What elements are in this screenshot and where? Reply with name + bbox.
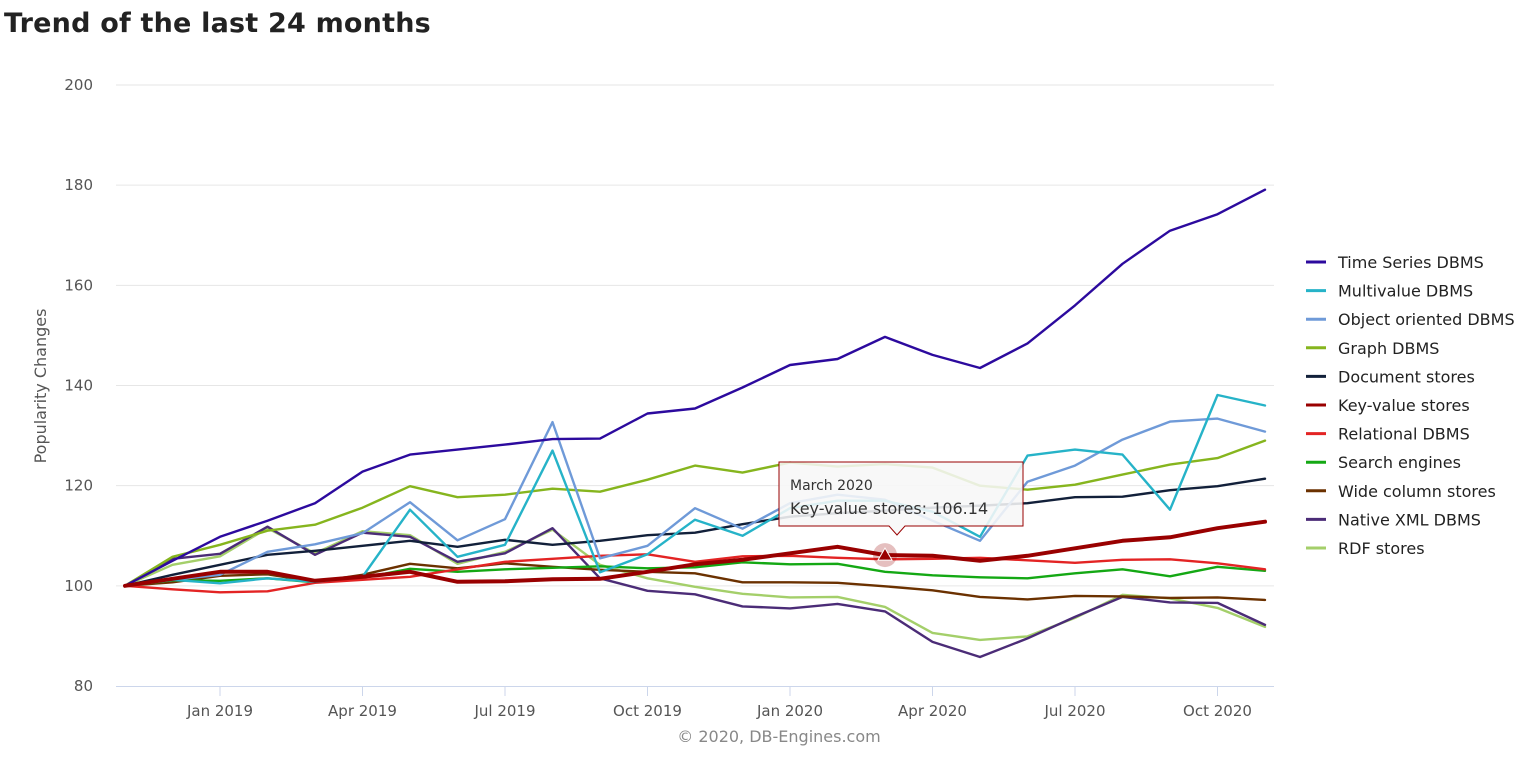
series-line-document-stores[interactable]: [123, 477, 1267, 587]
tooltip-box: [778, 461, 1024, 536]
x-tick-label: Jan 2020: [756, 702, 823, 720]
chart-title: Trend of the last 24 months: [4, 8, 431, 39]
series-line-object-oriented-dbms[interactable]: [123, 417, 1267, 587]
legend-label: Key-value stores: [1338, 396, 1470, 415]
x-tick-label: Apr 2019: [328, 702, 397, 720]
x-tick-label: Jan 2019: [186, 702, 253, 720]
legend-item[interactable]: Time Series DBMS: [1306, 253, 1484, 272]
x-tick-label: Apr 2020: [898, 702, 967, 720]
legend-label: RDF stores: [1338, 539, 1425, 558]
tooltip-title: March 2020: [790, 478, 873, 494]
y-tick-label: 100: [64, 577, 93, 595]
y-axis-ticks: 80 100 120 140 160 180 200: [64, 76, 93, 695]
legend-item[interactable]: RDF stores: [1306, 539, 1425, 558]
legend-item[interactable]: Document stores: [1306, 367, 1475, 386]
x-tick-label: Oct 2020: [1183, 702, 1252, 720]
legend-item[interactable]: Wide column stores: [1306, 482, 1496, 501]
legend-item[interactable]: Relational DBMS: [1306, 425, 1470, 444]
series-line-multivalue-dbms[interactable]: [123, 393, 1267, 587]
x-tick-label: Jul 2019: [473, 702, 535, 720]
y-tick-label: 160: [64, 276, 93, 294]
legend-item[interactable]: Search engines: [1306, 453, 1461, 472]
legend-item[interactable]: Graph DBMS: [1306, 339, 1439, 358]
tooltip: March 2020 Key-value stores: 106.14: [778, 461, 1024, 568]
legend-item[interactable]: Native XML DBMS: [1306, 510, 1481, 529]
legend-label: Relational DBMS: [1338, 425, 1470, 444]
series-lines: [123, 188, 1267, 659]
legend-label: Time Series DBMS: [1337, 253, 1484, 272]
x-tick-label: Jul 2020: [1043, 702, 1105, 720]
legend-label: Graph DBMS: [1338, 339, 1439, 358]
legend-label: Document stores: [1338, 367, 1475, 386]
tooltip-text: Key-value stores: 106.14: [790, 499, 988, 518]
y-tick-label: 200: [64, 76, 93, 94]
legend-item[interactable]: Key-value stores: [1306, 396, 1470, 415]
series-line-graph-dbms[interactable]: [123, 439, 1267, 587]
legend-label: Wide column stores: [1338, 482, 1496, 501]
legend-label: Object oriented DBMS: [1338, 310, 1515, 329]
series-line-key-value-stores[interactable]: [123, 519, 1267, 588]
legend-label: Multivalue DBMS: [1338, 282, 1473, 301]
x-tick-label: Oct 2019: [613, 702, 682, 720]
y-tick-label: 120: [64, 477, 93, 495]
legend-label: Search engines: [1338, 453, 1461, 472]
y-axis-label: Popularity Changes: [31, 309, 50, 464]
series-line-native-xml-dbms[interactable]: [123, 525, 1267, 659]
x-axis: Jan 2019 Apr 2019 Jul 2019 Oct 2019 Jan 2020…: [116, 686, 1274, 720]
grid-lines: [116, 84, 1274, 587]
y-tick-label: 140: [64, 377, 93, 395]
series-line-time-series-dbms[interactable]: [123, 188, 1267, 587]
y-tick-label: 80: [74, 677, 93, 695]
credit-text[interactable]: © 2020, DB-Engines.com: [677, 727, 880, 746]
legend: Time Series DBMS Multivalue DBMS Object or…: [1306, 253, 1515, 558]
hover-marker-icon: [877, 547, 893, 561]
legend-item[interactable]: Multivalue DBMS: [1306, 282, 1473, 301]
legend-item[interactable]: Object oriented DBMS: [1306, 310, 1515, 329]
legend-label: Native XML DBMS: [1338, 510, 1481, 529]
y-tick-label: 180: [64, 176, 93, 194]
